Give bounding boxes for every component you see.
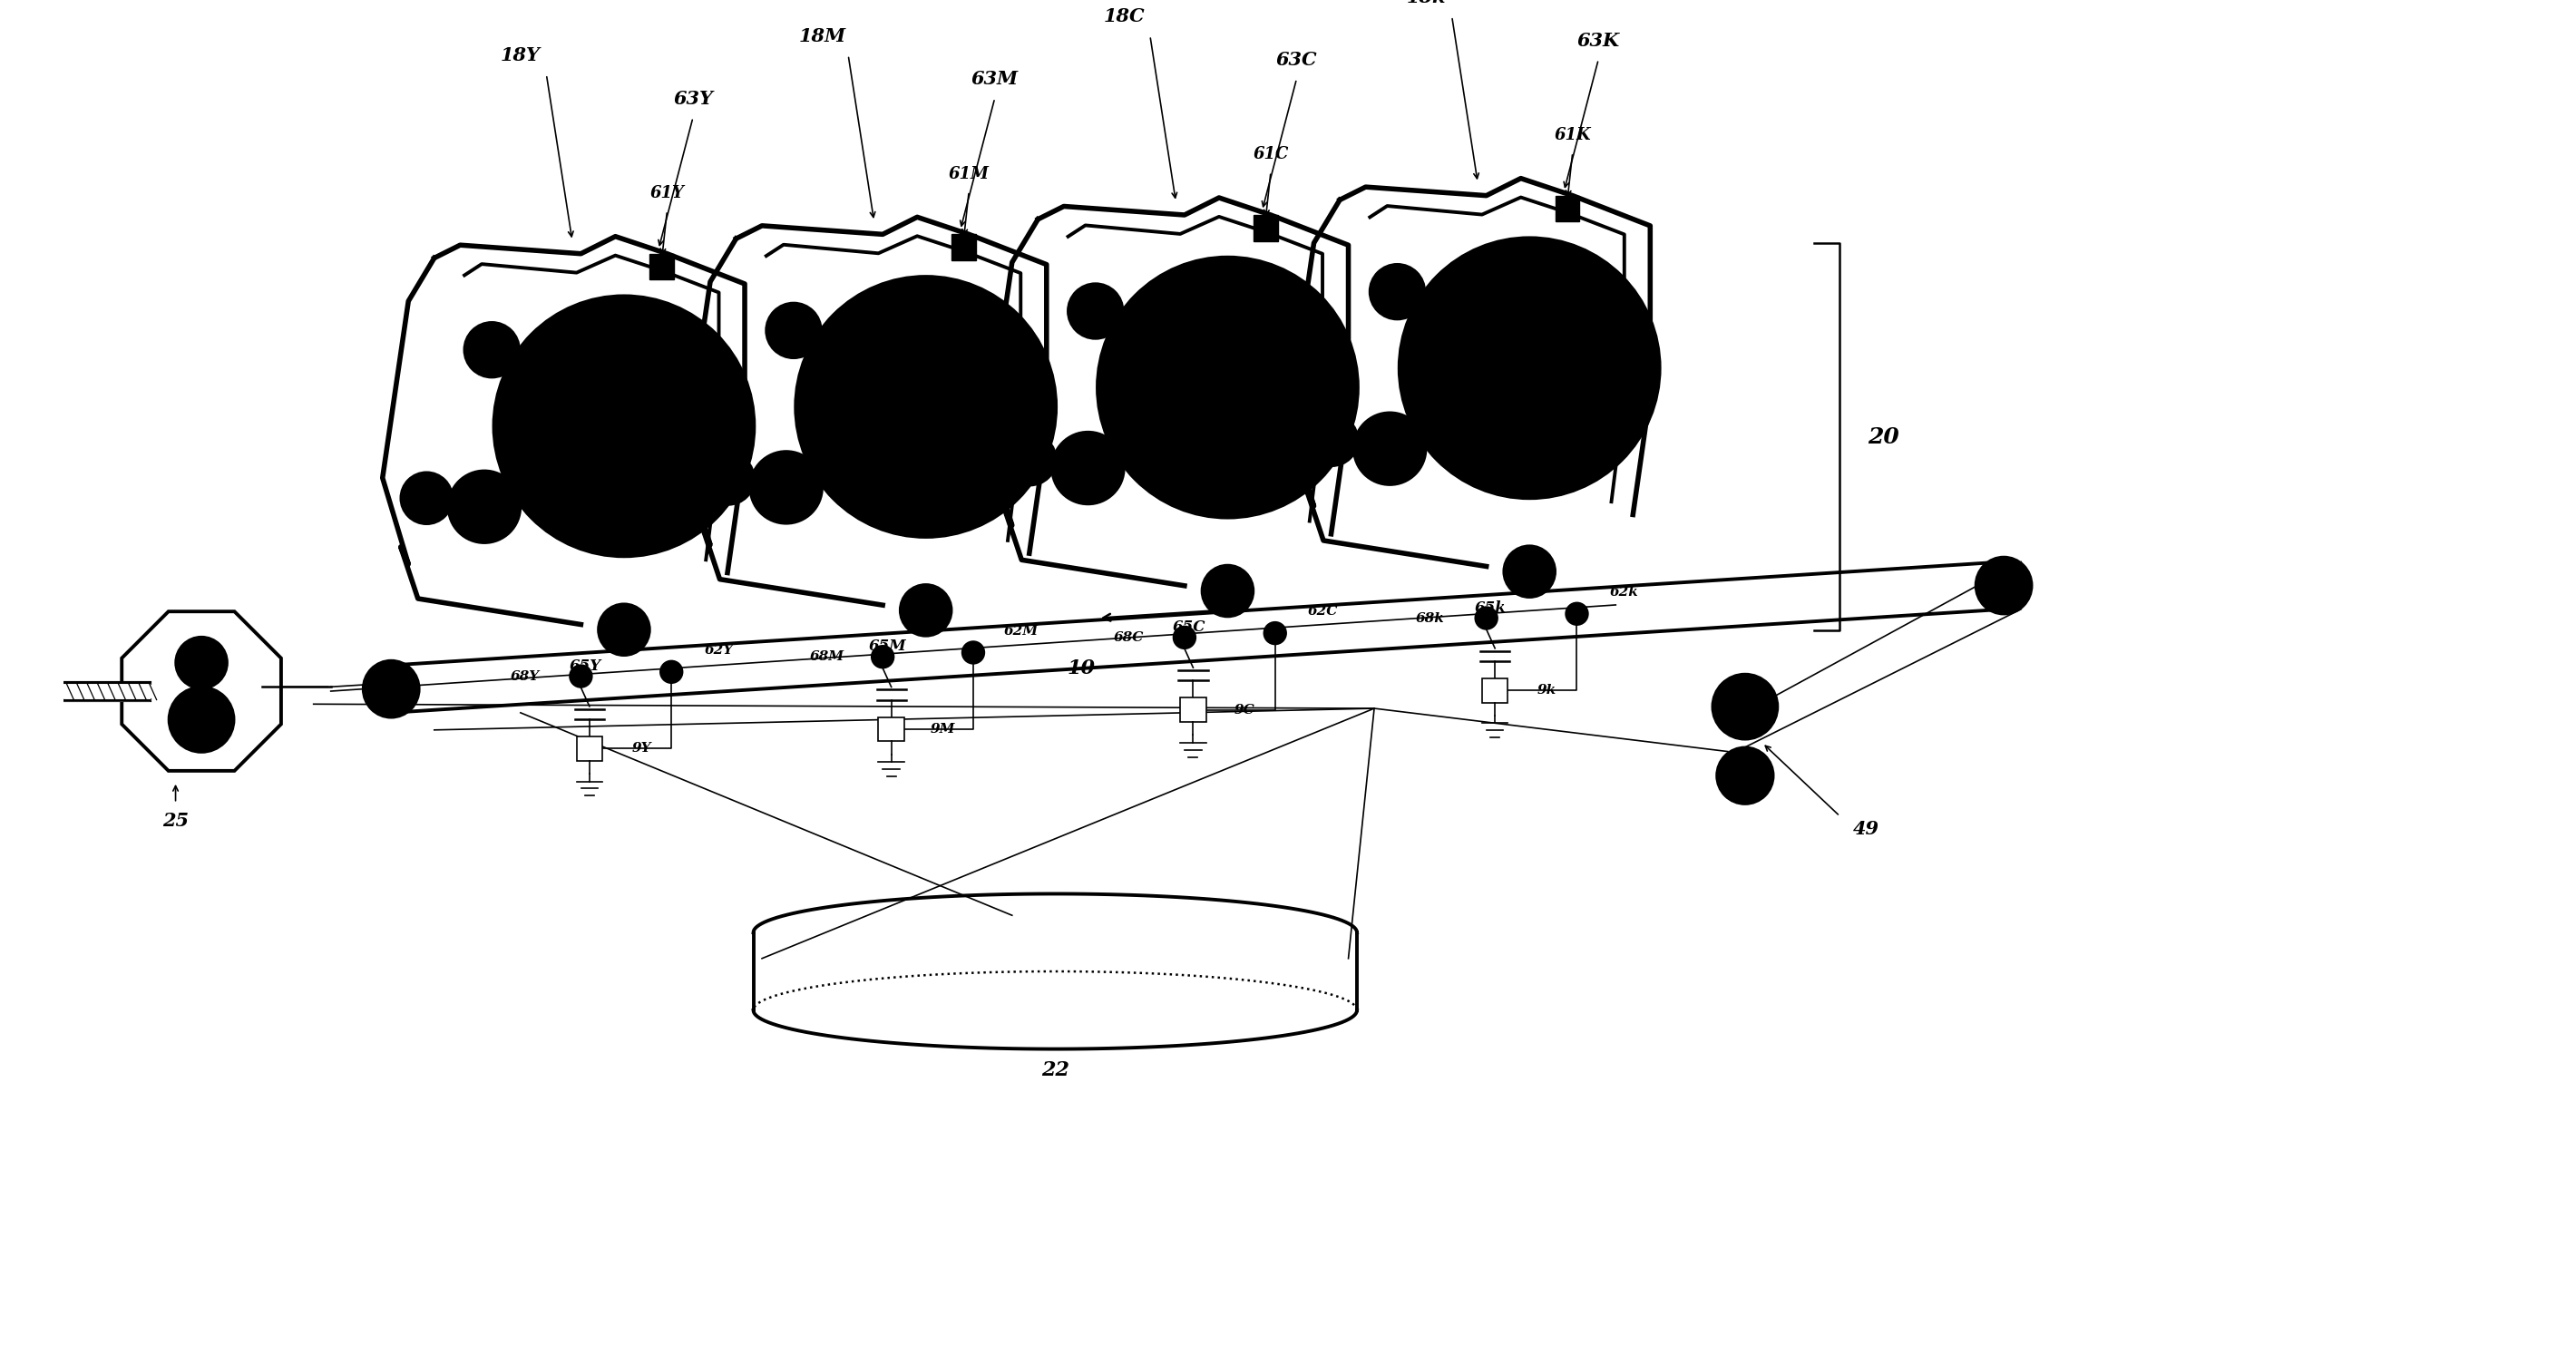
Polygon shape — [649, 254, 675, 280]
Circle shape — [1203, 565, 1255, 617]
Circle shape — [448, 471, 520, 543]
Text: 62M: 62M — [1005, 625, 1038, 637]
Circle shape — [569, 665, 592, 688]
Text: 49: 49 — [1852, 820, 1878, 838]
Circle shape — [1476, 607, 1497, 629]
Text: 18C: 18C — [1103, 8, 1144, 26]
Circle shape — [1265, 622, 1285, 644]
Circle shape — [1352, 412, 1427, 485]
Circle shape — [1172, 627, 1195, 648]
Text: 65Y: 65Y — [569, 658, 600, 673]
Text: 18M: 18M — [799, 27, 845, 45]
Circle shape — [871, 646, 894, 667]
Circle shape — [1713, 674, 1777, 740]
Circle shape — [659, 661, 683, 682]
Text: 68C: 68C — [1113, 631, 1144, 644]
Text: 9C: 9C — [1234, 703, 1255, 717]
Text: 65M: 65M — [868, 639, 907, 654]
Circle shape — [1401, 239, 1659, 497]
Text: 18k: 18k — [1406, 0, 1445, 7]
Circle shape — [598, 603, 649, 655]
Text: 62C: 62C — [1309, 605, 1337, 618]
Circle shape — [1306, 414, 1358, 465]
Circle shape — [495, 296, 752, 556]
Bar — [1180, 698, 1206, 722]
Polygon shape — [1556, 195, 1579, 221]
Circle shape — [1097, 258, 1358, 517]
Polygon shape — [999, 310, 1036, 349]
Circle shape — [1504, 546, 1556, 598]
Circle shape — [899, 584, 951, 636]
Text: 63C: 63C — [1275, 51, 1316, 68]
Polygon shape — [1605, 270, 1641, 310]
Bar — [1481, 678, 1507, 703]
Text: 68Y: 68Y — [510, 670, 538, 682]
Text: 61M: 61M — [948, 165, 989, 182]
Text: 63Y: 63Y — [672, 90, 714, 108]
Text: 40K: 40K — [1507, 359, 1551, 377]
Circle shape — [402, 472, 453, 524]
Polygon shape — [1255, 214, 1278, 240]
Text: 63K: 63K — [1577, 31, 1620, 49]
Text: 9Y: 9Y — [631, 743, 652, 755]
Circle shape — [1051, 431, 1123, 504]
Ellipse shape — [1976, 557, 2032, 613]
Text: 20: 20 — [1868, 426, 1899, 448]
Text: 68M: 68M — [809, 651, 845, 663]
Polygon shape — [698, 329, 734, 369]
Text: 40Y: 40Y — [605, 418, 644, 435]
Circle shape — [1566, 602, 1587, 625]
Circle shape — [703, 453, 755, 505]
Text: 62Y: 62Y — [703, 644, 734, 657]
Text: 62k: 62k — [1610, 586, 1638, 599]
Text: 40C: 40C — [1208, 378, 1249, 396]
Text: 9k: 9k — [1538, 684, 1556, 698]
Circle shape — [796, 277, 1056, 536]
Polygon shape — [121, 612, 281, 771]
Polygon shape — [951, 235, 976, 261]
Text: 61C: 61C — [1252, 146, 1288, 162]
Circle shape — [167, 687, 234, 752]
Text: 10: 10 — [1066, 658, 1095, 678]
Text: 18Y: 18Y — [500, 46, 541, 64]
Circle shape — [1716, 747, 1772, 804]
Bar — [878, 717, 904, 741]
Text: 68k: 68k — [1417, 612, 1445, 624]
Text: 22: 22 — [1041, 1061, 1069, 1081]
Circle shape — [1005, 434, 1056, 486]
Text: 9M: 9M — [930, 723, 956, 736]
Ellipse shape — [363, 661, 420, 717]
Polygon shape — [1303, 289, 1337, 330]
Circle shape — [961, 642, 984, 663]
Circle shape — [1069, 284, 1123, 339]
Text: 40M: 40M — [902, 397, 951, 416]
Circle shape — [765, 303, 822, 358]
Text: 61Y: 61Y — [649, 186, 685, 202]
Text: 65k: 65k — [1476, 601, 1507, 616]
Bar — [577, 737, 603, 760]
Text: 63M: 63M — [971, 70, 1018, 89]
Circle shape — [1370, 265, 1425, 319]
Circle shape — [750, 452, 822, 524]
Circle shape — [464, 322, 520, 378]
Text: 61K: 61K — [1553, 127, 1592, 143]
Text: 25: 25 — [162, 811, 188, 830]
Text: 65C: 65C — [1172, 620, 1206, 635]
Circle shape — [175, 637, 227, 688]
